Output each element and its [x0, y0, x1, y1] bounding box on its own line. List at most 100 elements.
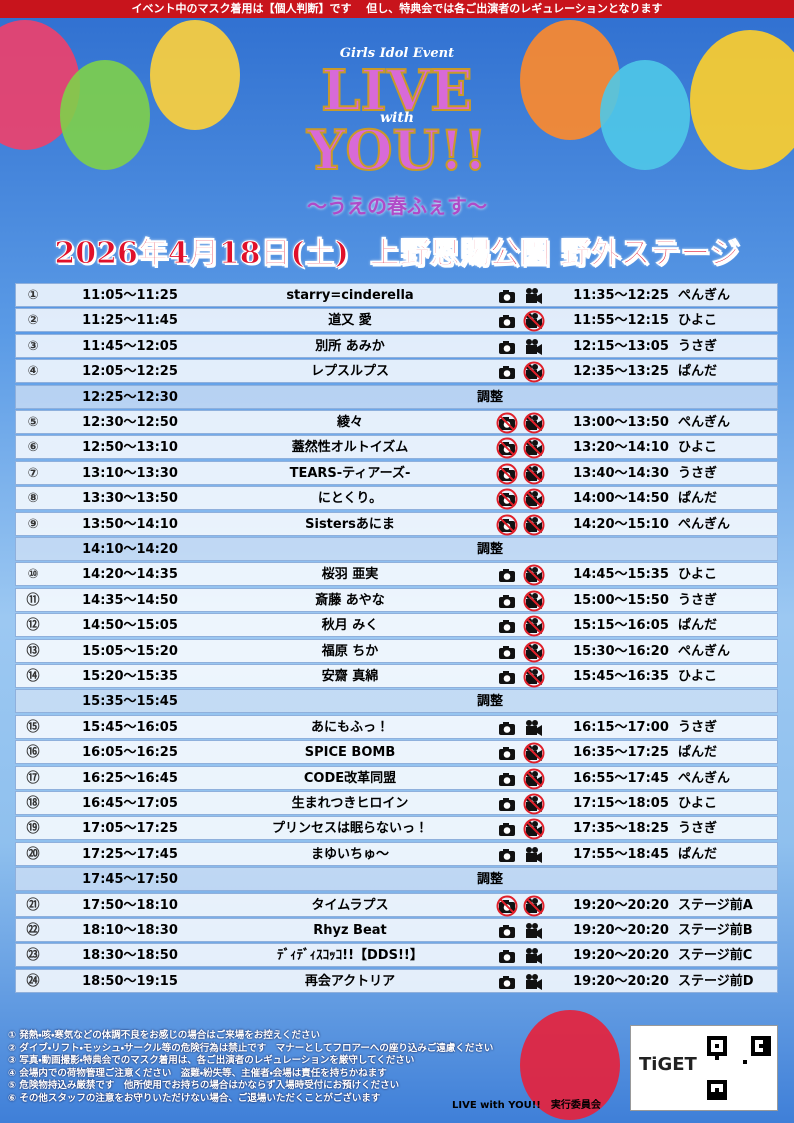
performer: CODE改革同盟 [303, 770, 397, 786]
video-icon [523, 895, 545, 917]
stage-time: 11:25～11:45 [82, 313, 178, 329]
ban-slash [526, 822, 542, 837]
stage-time: 17:25～17:45 [82, 846, 178, 862]
benefit-booth: ひよこ [678, 669, 718, 684]
video-reel [532, 465, 538, 472]
photo-icon [496, 412, 518, 434]
video-body [526, 827, 537, 837]
video-body [526, 598, 537, 608]
camera-top [503, 315, 509, 319]
stage-time: 11:45～12:05 [82, 338, 178, 354]
video-reel [526, 846, 532, 853]
benefit-booth: うさぎ [678, 719, 718, 735]
video-reel [532, 973, 538, 980]
qr-module [707, 1048, 711, 1052]
benefit-time: 15:00～15:50 [573, 592, 669, 608]
row-number: ㉑ [26, 897, 40, 913]
ban-slash [526, 618, 542, 634]
photo-icon [499, 366, 515, 380]
benefit-booth: ぺんぎん [678, 516, 731, 532]
video-reel [532, 364, 538, 371]
row-number: ⑲ [26, 821, 40, 837]
video-body [526, 776, 537, 786]
balloon [60, 60, 150, 170]
timetable-row: ⑰ 16:25～16:45 CODE改革同盟 16:55～17:45 ぺんぎん [15, 765, 778, 790]
logo-you: YOU!! [306, 117, 488, 183]
video-icon [523, 818, 545, 840]
video-reel [532, 338, 538, 345]
video-body [526, 979, 537, 989]
performer: 蓋然性オルトイズム [291, 440, 409, 456]
video-icon [523, 590, 545, 612]
benefit-time: 19:20～20:20 [573, 973, 669, 989]
benefit-time: 13:00～13:50 [573, 415, 669, 430]
qr-module [767, 1052, 771, 1056]
benefit-time: 15:45～16:35 [573, 669, 669, 684]
video-reel [532, 592, 538, 599]
qr-module [707, 1096, 711, 1100]
ban-ring [523, 793, 545, 815]
camera-top [503, 366, 509, 370]
photo-icon [496, 895, 518, 917]
video-body [526, 725, 537, 735]
qr-module [723, 1052, 727, 1056]
camera-lens [503, 319, 511, 327]
stage-time: 15:35～15:45 [82, 694, 178, 710]
note: ⑤ 危険物持込み厳禁です 他所使用でお持ちの場合はかならず入場時受付にお預けくだ… [8, 1080, 400, 1091]
venue: 上野恩賜公園 野外ステージ [369, 236, 740, 272]
qr-module [751, 1052, 755, 1056]
stage-time: 14:50～15:05 [82, 618, 178, 634]
timetable-row: ① 11:05～11:25 starry=cinderella 11:35～12:25… [15, 283, 778, 307]
benefit-time: 19:20～20:20 [573, 897, 669, 913]
camera-lens [503, 421, 511, 428]
video-icon [523, 310, 545, 332]
ban-slash [499, 491, 515, 507]
benefit-time: 14:00～14:50 [573, 491, 669, 507]
qr-module [715, 1036, 719, 1040]
qr-module [707, 1040, 711, 1044]
video-body [526, 954, 537, 964]
video-reel [532, 313, 538, 320]
photo-icon [496, 437, 518, 459]
row-number: ④ [27, 364, 39, 380]
ban-ring [523, 742, 545, 764]
ban-slash [499, 415, 515, 431]
ban-slash [526, 364, 542, 380]
row-number: ① [27, 288, 39, 303]
video-body [526, 319, 537, 329]
stage-time: 13:30～13:50 [82, 491, 178, 507]
timetable-row: ⑤ 12:30～12:50 綾々 13:00～13:50 ぺんぎん [15, 410, 778, 434]
performer: 桜羽 亜実 [321, 567, 379, 583]
video-body [526, 624, 537, 634]
benefit-time: 11:55～12:15 [573, 313, 669, 329]
video-reel [532, 643, 538, 650]
camera-top [503, 518, 509, 522]
stage-time: 15:45～16:05 [82, 719, 178, 735]
ban-ring [496, 488, 518, 510]
performer: 再会アクトリア [304, 973, 396, 989]
performer: starry=cinderella [286, 288, 414, 303]
timetable-row: ⑧ 13:30～13:50 にとくり。 14:00～14:50 ぱんだ [15, 486, 778, 511]
ban-ring [523, 895, 545, 917]
row-number: ㉔ [26, 973, 40, 989]
camera-lens [503, 802, 511, 809]
ban-ring [496, 437, 518, 459]
timetable-row: ⑨ 13:50～14:10 Sistersあにま 14:20～15:10 ぺんぎん [15, 511, 778, 536]
video-reel [532, 796, 538, 802]
benefit-booth: ぱんだ [678, 491, 718, 507]
timetable-row: ⑮ 15:45～16:05 あにもふっ！ 16:15～17:00 うさぎ [15, 714, 778, 739]
stage-time: 14:10～14:20 [82, 542, 178, 557]
qr-module [719, 1036, 723, 1040]
ticket-box: TiGET [630, 1025, 778, 1111]
camera-top [503, 340, 509, 344]
video-reel [526, 338, 532, 345]
benefit-booth: ぺんぎん [678, 415, 731, 430]
qr-module [719, 1080, 723, 1084]
stage-time: 16:25～16:45 [82, 770, 178, 786]
benefit-booth: ひよこ [678, 440, 718, 456]
row-number: ③ [27, 338, 39, 354]
adjust-label: 調整 [476, 694, 503, 710]
camera-lens [503, 725, 511, 733]
video-body [526, 903, 537, 913]
